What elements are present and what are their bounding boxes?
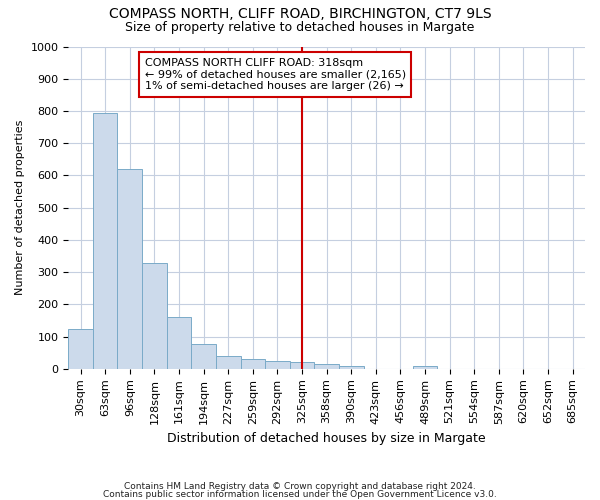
Text: Contains public sector information licensed under the Open Government Licence v3: Contains public sector information licen…	[103, 490, 497, 499]
Bar	[93, 112, 118, 369]
Bar	[265, 361, 290, 369]
Bar	[216, 356, 241, 369]
X-axis label: Distribution of detached houses by size in Margate: Distribution of detached houses by size …	[167, 432, 486, 445]
Text: Contains HM Land Registry data © Crown copyright and database right 2024.: Contains HM Land Registry data © Crown c…	[124, 482, 476, 491]
Bar	[241, 359, 265, 369]
Bar	[290, 362, 314, 369]
Text: COMPASS NORTH, CLIFF ROAD, BIRCHINGTON, CT7 9LS: COMPASS NORTH, CLIFF ROAD, BIRCHINGTON, …	[109, 8, 491, 22]
Bar	[339, 366, 364, 369]
Bar	[413, 366, 437, 369]
Bar	[118, 169, 142, 369]
Text: COMPASS NORTH CLIFF ROAD: 318sqm
← 99% of detached houses are smaller (2,165)
1%: COMPASS NORTH CLIFF ROAD: 318sqm ← 99% o…	[145, 58, 406, 91]
Bar	[314, 364, 339, 369]
Bar	[142, 263, 167, 369]
Text: Size of property relative to detached houses in Margate: Size of property relative to detached ho…	[125, 21, 475, 34]
Y-axis label: Number of detached properties: Number of detached properties	[15, 120, 25, 296]
Bar	[191, 344, 216, 369]
Bar	[68, 328, 93, 369]
Bar	[167, 316, 191, 369]
